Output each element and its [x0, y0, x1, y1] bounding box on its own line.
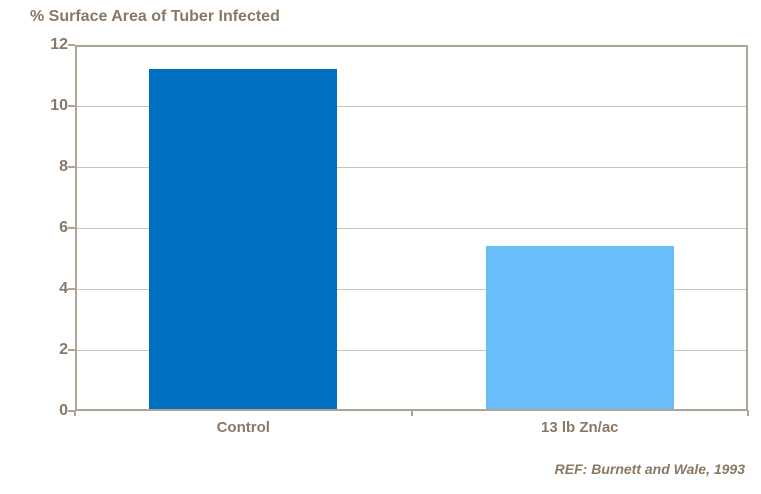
reference-citation: REF: Burnett and Wale, 1993: [554, 461, 745, 477]
bar-13-lb-zn-ac: [485, 246, 674, 409]
x-tick-mark-2: [747, 410, 749, 416]
x-tick-mark-1: [410, 410, 413, 416]
y-tick-mark-2: [68, 349, 75, 351]
chart-title: % Surface Area of Tuber Infected: [30, 8, 280, 25]
gridline-y-4: [77, 289, 746, 290]
y-axis-tick-label: 0: [59, 402, 68, 419]
y-tick-mark-8: [68, 166, 75, 168]
gridline-y-2: [77, 350, 746, 351]
y-axis-tick-label: 8: [59, 158, 68, 175]
y-axis-tick-label: 2: [59, 341, 68, 358]
x-axis-label-control: Control: [216, 419, 270, 436]
gridline-y-6: [77, 228, 746, 229]
y-axis-tick-label: 10: [50, 97, 68, 114]
gridline-y-8: [77, 167, 746, 168]
gridline-y-10: [77, 106, 746, 107]
y-tick-mark-6: [68, 227, 75, 229]
y-tick-mark-12: [68, 44, 75, 46]
y-axis-tick-label: 4: [59, 280, 68, 297]
bar-control: [149, 69, 338, 409]
y-tick-mark-0: [68, 410, 75, 412]
y-axis-tick-label: 6: [59, 219, 68, 236]
y-axis-tick-label: 12: [50, 36, 68, 53]
plot-area: [75, 45, 748, 411]
y-tick-mark-4: [68, 288, 75, 290]
y-tick-mark-10: [68, 105, 75, 107]
x-tick-mark-0: [74, 410, 76, 416]
x-axis-label-13-lb-zn-ac: 13 lb Zn/ac: [540, 419, 619, 436]
